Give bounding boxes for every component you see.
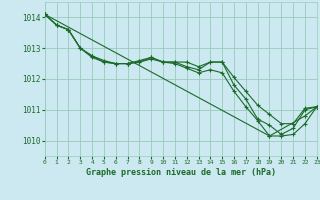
X-axis label: Graphe pression niveau de la mer (hPa): Graphe pression niveau de la mer (hPa): [86, 168, 276, 177]
